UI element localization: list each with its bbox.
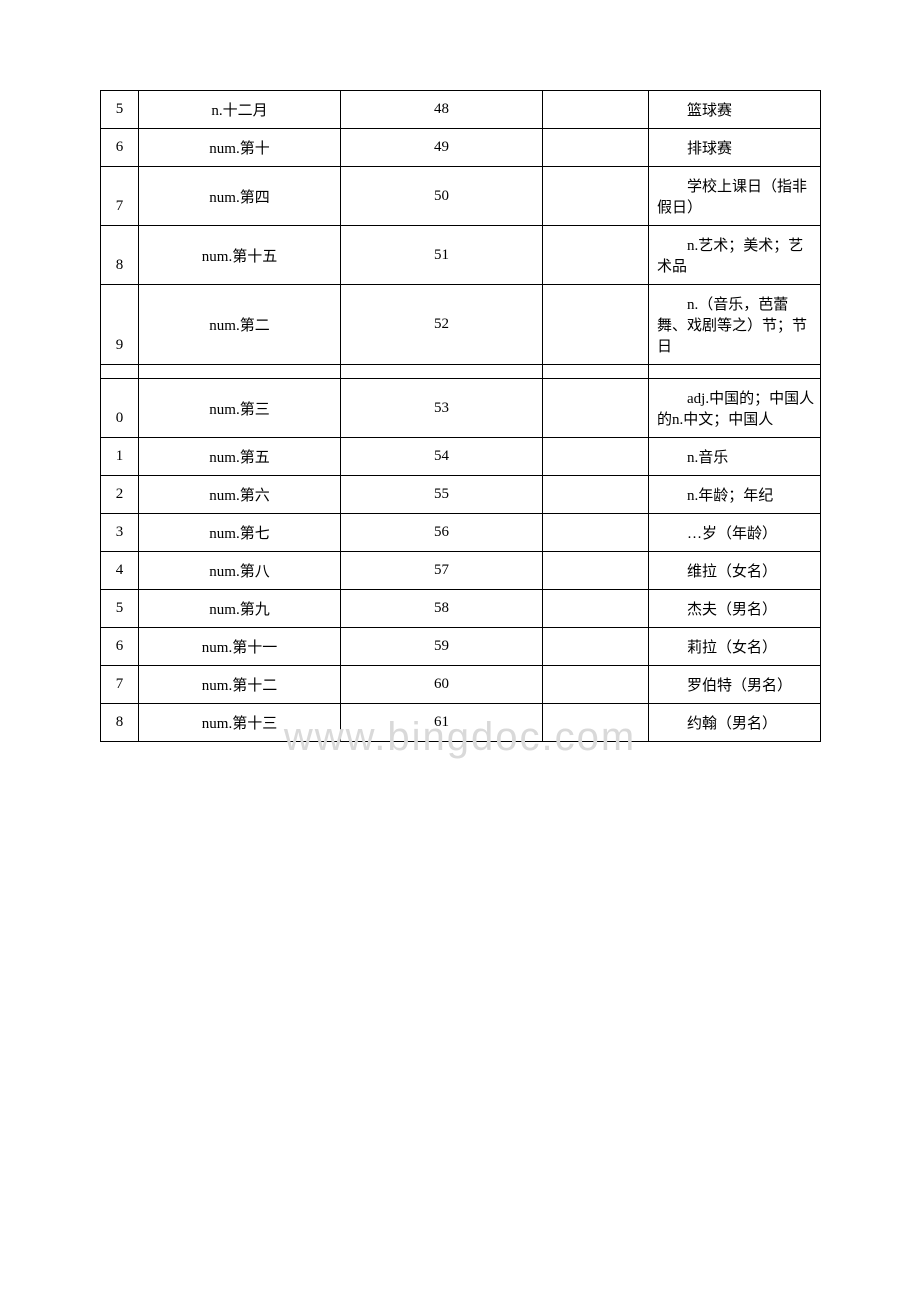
chinese-definition-left: num.第十五: [139, 226, 341, 285]
table-row: 6num.第十49 排球赛: [101, 129, 821, 167]
spacer-cell: [341, 365, 543, 379]
vocab-table-container: 5n.十二月48篮球赛6num.第十49排球赛7num.第四50学校上课日（指非…: [100, 90, 820, 742]
row-index-left: 4: [101, 552, 139, 590]
empty-cell: [543, 91, 649, 129]
chinese-definition-left: num.第八: [139, 552, 341, 590]
table-row: 1num.第五54 n.音乐: [101, 438, 821, 476]
table-row: 0num.第三53 adj.中国的；中国人的n.中文；中国人: [101, 379, 821, 438]
empty-cell: [543, 226, 649, 285]
empty-cell: [543, 552, 649, 590]
empty-cell: [543, 666, 649, 704]
row-index-right: 49: [341, 129, 543, 167]
empty-cell: [543, 129, 649, 167]
row-index-left: 5: [101, 590, 139, 628]
row-index-right: 61: [341, 704, 543, 742]
row-index-right: 60: [341, 666, 543, 704]
row-index-left: 5: [101, 91, 139, 129]
chinese-definition-left: num.第四: [139, 167, 341, 226]
chinese-definition-right: 排球赛: [649, 129, 821, 167]
row-index-right: 54: [341, 438, 543, 476]
page-wrapper: www.bingdoc.com 5n.十二月48篮球赛6num.第十49排球赛7…: [100, 90, 820, 742]
chinese-definition-right: 约翰（男名）: [649, 704, 821, 742]
chinese-definition-right: 篮球赛: [649, 91, 821, 129]
chinese-definition-left: num.第六: [139, 476, 341, 514]
chinese-definition-left: num.第十: [139, 129, 341, 167]
spacer-cell: [139, 365, 341, 379]
chinese-definition-left: n.十二月: [139, 91, 341, 129]
row-index-right: 51: [341, 226, 543, 285]
row-index-right: 57: [341, 552, 543, 590]
chinese-definition-right: n.年龄；年纪: [649, 476, 821, 514]
empty-cell: [543, 379, 649, 438]
chinese-definition-left: num.第九: [139, 590, 341, 628]
chinese-definition-right: 罗伯特（男名）: [649, 666, 821, 704]
row-index-right: 56: [341, 514, 543, 552]
table-row: 9num.第二52 n.（音乐，芭蕾舞、戏剧等之）节；节日: [101, 285, 821, 365]
row-index-left: 2: [101, 476, 139, 514]
row-index-right: 52: [341, 285, 543, 365]
chinese-definition-right: 莉拉（女名）: [649, 628, 821, 666]
empty-cell: [543, 704, 649, 742]
chinese-definition-right: 学校上课日（指非假日）: [649, 167, 821, 226]
chinese-definition-right: …岁（年龄）: [649, 514, 821, 552]
table-row: 2num.第六55 n.年龄；年纪: [101, 476, 821, 514]
row-index-left: 7: [101, 167, 139, 226]
table-body: 5n.十二月48篮球赛6num.第十49排球赛7num.第四50学校上课日（指非…: [101, 91, 821, 742]
empty-cell: [543, 628, 649, 666]
chinese-definition-right: adj.中国的；中国人的n.中文；中国人: [649, 379, 821, 438]
row-index-left: 6: [101, 129, 139, 167]
chinese-definition-left: num.第十三: [139, 704, 341, 742]
row-index-left: 7: [101, 666, 139, 704]
table-row: 7num.第四50 学校上课日（指非假日）: [101, 167, 821, 226]
empty-cell: [543, 438, 649, 476]
row-index-right: 58: [341, 590, 543, 628]
row-index-left: 8: [101, 226, 139, 285]
row-index-left: 8: [101, 704, 139, 742]
empty-cell: [543, 590, 649, 628]
chinese-definition-right: n.音乐: [649, 438, 821, 476]
chinese-definition-left: num.第七: [139, 514, 341, 552]
chinese-definition-left: num.第五: [139, 438, 341, 476]
table-row: 3num.第七56 …岁（年龄）: [101, 514, 821, 552]
chinese-definition-left: num.第二: [139, 285, 341, 365]
table-row: 6num.第十一59 莉拉（女名）: [101, 628, 821, 666]
table-row: 8num.第十五51 n.艺术；美术；艺术品: [101, 226, 821, 285]
chinese-definition-right: 维拉（女名）: [649, 552, 821, 590]
spacer-cell: [649, 365, 821, 379]
table-row: 4num.第八57 维拉（女名）: [101, 552, 821, 590]
row-index-left: 1: [101, 438, 139, 476]
chinese-definition-right: n.艺术；美术；艺术品: [649, 226, 821, 285]
empty-cell: [543, 514, 649, 552]
spacer-cell: [543, 365, 649, 379]
chinese-definition-left: num.第三: [139, 379, 341, 438]
table-row: 5n.十二月48 篮球赛: [101, 91, 821, 129]
chinese-definition-left: num.第十一: [139, 628, 341, 666]
table-row: 7num.第十二60 罗伯特（男名）: [101, 666, 821, 704]
vocab-table: 5n.十二月48篮球赛6num.第十49排球赛7num.第四50学校上课日（指非…: [100, 90, 821, 742]
row-index-left: 0: [101, 379, 139, 438]
table-row: 5num.第九58 杰夫（男名）: [101, 590, 821, 628]
row-index-right: 59: [341, 628, 543, 666]
chinese-definition-right: 杰夫（男名）: [649, 590, 821, 628]
row-index-left: 3: [101, 514, 139, 552]
chinese-definition-left: num.第十二: [139, 666, 341, 704]
row-index-right: 53: [341, 379, 543, 438]
row-index-right: 48: [341, 91, 543, 129]
row-index-right: 55: [341, 476, 543, 514]
empty-cell: [543, 476, 649, 514]
spacer-row: [101, 365, 821, 379]
row-index-left: 9: [101, 285, 139, 365]
spacer-cell: [101, 365, 139, 379]
table-row: 8num.第十三61 约翰（男名）: [101, 704, 821, 742]
chinese-definition-right: n.（音乐，芭蕾舞、戏剧等之）节；节日: [649, 285, 821, 365]
row-index-left: 6: [101, 628, 139, 666]
empty-cell: [543, 167, 649, 226]
empty-cell: [543, 285, 649, 365]
row-index-right: 50: [341, 167, 543, 226]
